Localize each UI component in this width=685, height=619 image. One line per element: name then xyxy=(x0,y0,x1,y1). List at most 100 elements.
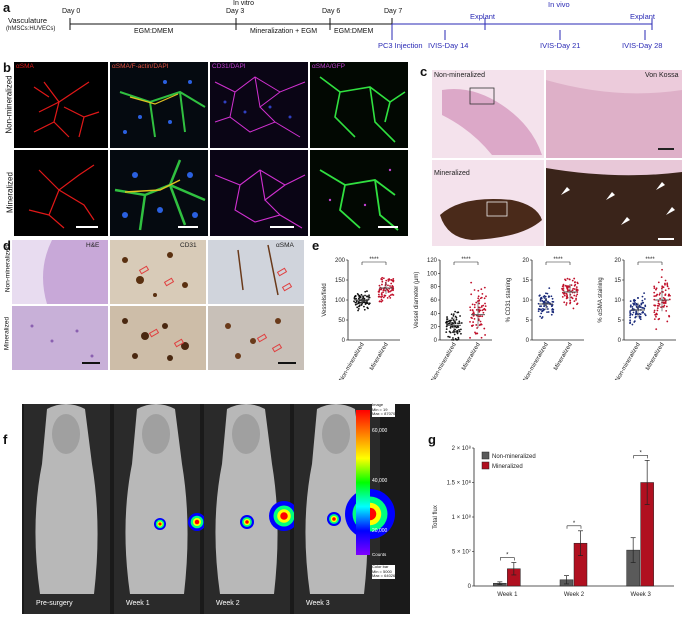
ivis-image-strip xyxy=(22,404,410,614)
data-point xyxy=(571,289,574,292)
data-point xyxy=(387,291,390,293)
mouse-body xyxy=(125,404,188,594)
data-point xyxy=(660,306,662,309)
micro-gfp-min xyxy=(310,150,408,236)
data-point xyxy=(390,282,393,285)
data-point xyxy=(362,301,365,304)
y-axis-label: % αSMA staining xyxy=(598,277,604,323)
data-point xyxy=(378,284,381,287)
data-point xyxy=(547,311,550,313)
vonkossa-min-overview xyxy=(432,160,544,246)
data-point xyxy=(454,328,456,331)
data-point xyxy=(390,289,393,292)
data-point xyxy=(353,297,356,299)
data-point xyxy=(663,304,666,307)
data-point xyxy=(484,309,487,311)
data-point xyxy=(664,293,667,296)
data-point xyxy=(657,281,660,284)
data-point xyxy=(572,307,575,310)
data-point xyxy=(662,301,665,304)
data-point xyxy=(353,295,356,298)
data-point xyxy=(537,310,540,313)
y-tick-label: 15 xyxy=(614,278,621,284)
data-point xyxy=(567,286,570,289)
data-point xyxy=(473,306,476,309)
y-tick-label: 80 xyxy=(430,285,437,291)
data-point xyxy=(391,293,393,296)
data-point xyxy=(460,328,462,331)
data-point xyxy=(653,298,656,301)
data-point xyxy=(633,300,636,303)
data-point xyxy=(569,299,572,302)
data-point xyxy=(573,288,576,290)
data-point xyxy=(575,298,577,301)
data-point xyxy=(451,321,453,324)
x-tick-label: Week 1 xyxy=(497,592,518,598)
data-point xyxy=(540,297,543,300)
data-point xyxy=(539,315,542,318)
data-point xyxy=(446,318,449,320)
data-point xyxy=(479,320,482,323)
vonkossa-nonmin-overview xyxy=(432,70,544,158)
x-tick-label: Mineralized xyxy=(553,342,574,372)
data-point xyxy=(354,303,357,306)
data-point xyxy=(360,304,363,306)
data-point xyxy=(668,314,670,317)
data-point xyxy=(355,301,358,303)
data-point xyxy=(446,316,448,318)
day-7: Day 7 xyxy=(384,8,403,15)
data-point xyxy=(541,310,544,313)
data-point xyxy=(483,297,486,300)
micro-asma-min xyxy=(14,150,108,236)
data-point xyxy=(562,284,565,287)
data-point xyxy=(629,322,631,325)
data-point xyxy=(635,303,638,306)
data-point xyxy=(384,289,387,292)
data-point xyxy=(456,332,459,335)
data-point xyxy=(362,295,364,297)
phase-2-label: Mineralization + EGM xyxy=(250,28,318,35)
data-point xyxy=(452,337,454,339)
data-point xyxy=(541,316,544,318)
data-point xyxy=(574,281,576,283)
x-tick-label: Non-mineralized xyxy=(615,342,642,380)
data-point xyxy=(539,308,542,311)
data-point xyxy=(483,327,486,330)
data-point xyxy=(471,309,474,311)
data-point xyxy=(378,291,380,293)
colorbar-tick-60000: 60,000 xyxy=(372,428,388,434)
colorbar-tick-20000: 20,000 xyxy=(372,528,388,534)
day-0: Day 0 xyxy=(62,8,81,15)
data-point xyxy=(368,294,370,297)
data-point xyxy=(481,315,484,318)
data-point xyxy=(454,310,457,313)
data-point xyxy=(363,305,365,308)
data-point xyxy=(445,328,448,331)
data-point xyxy=(566,288,569,291)
micro-merge-nonmin xyxy=(110,62,208,148)
data-point xyxy=(656,293,659,296)
panel-label-g: g xyxy=(428,432,436,447)
y-tick-label: 20 xyxy=(430,325,437,331)
y-tick-label: 5 xyxy=(526,318,530,324)
data-point xyxy=(666,283,669,286)
data-point xyxy=(470,281,473,284)
data-point xyxy=(644,314,647,317)
data-point xyxy=(380,292,383,295)
data-point xyxy=(666,285,669,288)
mouse-head xyxy=(232,414,260,454)
ihc-label-cd31: CD31 xyxy=(180,242,197,249)
data-point xyxy=(387,278,390,281)
data-point xyxy=(552,308,555,311)
data-point xyxy=(378,295,381,298)
data-point xyxy=(576,293,579,296)
ivis-label-week-1: Week 1 xyxy=(126,600,150,607)
data-point xyxy=(388,295,391,298)
data-point xyxy=(454,337,457,340)
data-point xyxy=(538,294,541,297)
data-point xyxy=(639,306,642,308)
data-point xyxy=(447,322,450,325)
y-tick-label: 0 xyxy=(434,338,438,344)
cells-label: (hMSCs:HUVECs) xyxy=(6,26,56,32)
data-point xyxy=(643,307,646,310)
